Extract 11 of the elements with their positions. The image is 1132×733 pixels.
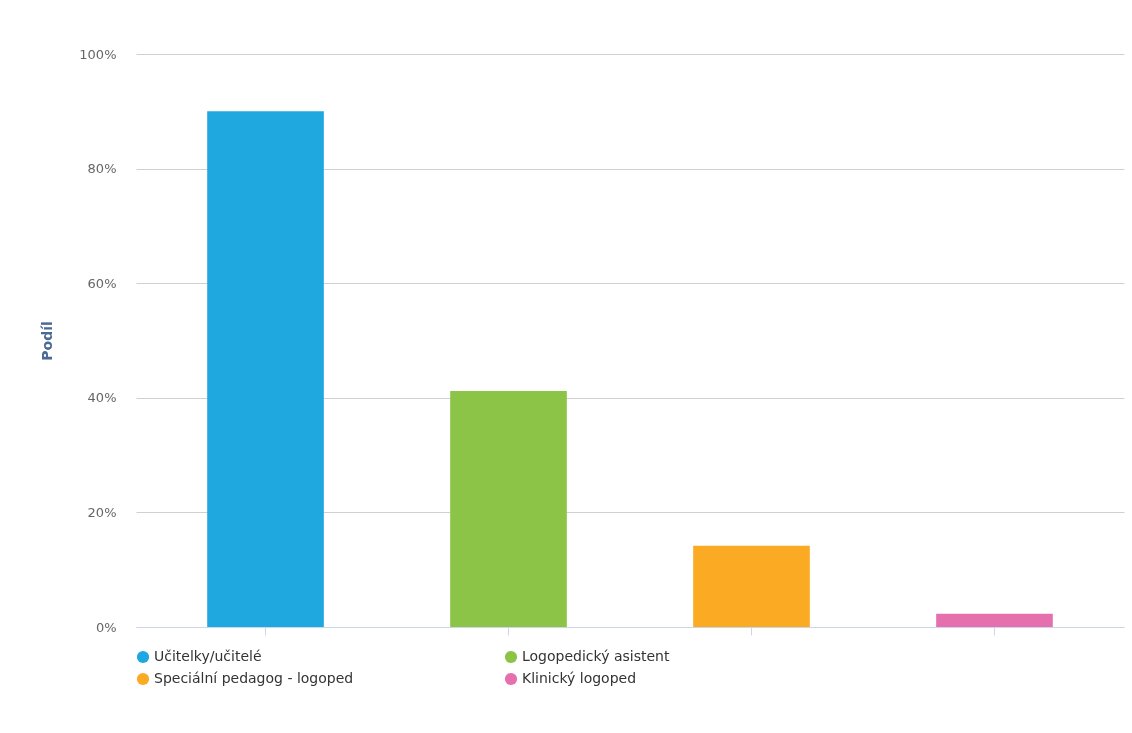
legend-label: Učitelky/učitelé: [154, 648, 262, 664]
legend-label: Klinický logoped: [522, 670, 637, 686]
y-tick-label: 40%: [87, 390, 117, 406]
y-tick-label: 100%: [79, 46, 117, 62]
y-tick-label: 20%: [87, 504, 117, 520]
y-axis-title: Podíl: [39, 321, 56, 361]
legend-label: Speciální pedagog - logoped: [154, 670, 354, 686]
y-tick-label: 0%: [95, 619, 117, 635]
y-tick-label: 80%: [87, 161, 117, 177]
legend-label: Logopedický asistent: [522, 648, 670, 664]
y-tick-label: 60%: [87, 275, 117, 291]
